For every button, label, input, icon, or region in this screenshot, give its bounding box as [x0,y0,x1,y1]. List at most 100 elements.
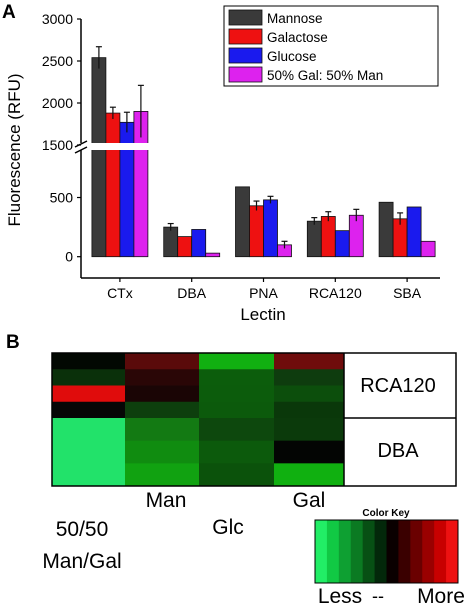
axis-break-band [73,143,442,150]
legend-swatch-2 [228,47,263,64]
heat-cell-rca120-3-0 [274,353,344,370]
bar-rca120-glucose [334,230,350,258]
color-key-swatch-2 [338,520,352,583]
bar-ctx-galactose [105,112,121,258]
color-key-swatch-4 [362,520,376,583]
heat-cell-dba-3-1 [274,440,344,464]
color-key-swatch-8 [410,520,423,583]
error-bar-ctx-2 [123,111,130,133]
color-key-label-more: More [417,585,465,605]
heat-cell-rca120-1-2 [125,385,199,403]
heat-cell-dba-0-0 [52,418,125,487]
error-bar-pna-2 [267,195,274,204]
x-tick-label-pna: PNA [249,285,278,301]
error-bar-rca120-1 [325,211,332,222]
heat-cell-rca120-2-2 [199,385,274,403]
x-tick-label-rca120: RCA120 [309,285,362,301]
bar-rca120-50-gal-50-man [348,214,364,258]
color-key-swatch-3 [350,520,364,583]
legend-label-2: Glucose [267,49,317,64]
legend-swatch-1 [228,28,263,45]
heat-cell-rca120-3-1 [274,369,344,386]
color-key-swatch-10 [434,520,447,583]
row-label-rca120: RCA120 [360,375,436,397]
y-tick-label: 500 [50,190,74,206]
bar-pna-mannose [235,186,250,258]
color-key-label-less: Less [318,585,362,605]
bar-sba-mannose [378,201,394,258]
heat-cell-rca120-3-2 [274,385,344,403]
x-tick-label-dba: DBA [177,285,206,301]
heat-cell-rca120-0-2 [52,385,125,403]
heat-cell-rca120-1-1 [125,369,199,386]
heat-cell-dba-1-1 [125,440,199,464]
panel-a-label: A [2,2,16,23]
bar-sba-glucose [406,206,422,258]
col-label-glc: Glc [212,516,244,539]
x-tick-label-sba: SBA [393,285,422,301]
heat-cell-rca120-0-1 [52,369,125,386]
error-bar-rca120-3 [353,208,360,222]
x-tick-label-ctx: CTx [107,285,133,301]
legend: Mannose Galactose Glucose 50% Gal: 50% Man [223,5,439,87]
error-bar-dba-0 [167,222,174,231]
bar-ctx-glucose [119,121,135,258]
legend-label-1: Galactose [267,30,328,45]
axis-break-mark [74,146,88,154]
bar-dba-mannose [163,226,179,258]
color-key-swatch-7 [398,520,411,583]
color-key: Color Key Less -- More [314,508,465,605]
heat-cell-rca120-0-0 [52,353,125,370]
legend-label-3: 50% Gal: 50% Man [267,68,383,83]
heatmap-frame [51,352,457,487]
color-key-title: Color Key [362,508,410,519]
error-bar-ctx-0 [95,46,102,69]
heat-cell-rca120-1-0 [125,353,199,370]
bar-sba-50-gal-50-man [420,240,436,258]
heat-cell-rca120-3-3 [274,401,344,419]
error-bar-ctx-3 [137,84,144,138]
color-key-swatch-5 [374,520,387,583]
heatmap: RCA120 DBA 50/50 Man/Gal Man Glc Gal Col… [42,352,465,605]
color-key-frame [314,519,459,584]
color-key-swatch-1 [326,520,340,583]
bar-rca120-galactose [320,216,336,258]
y-tick-label: 0 [65,249,73,265]
bar-pna-galactose [249,205,264,258]
y-tick-label: 2000 [42,95,73,111]
heat-cell-dba-2-1 [199,440,274,464]
error-bar-pna-1 [253,200,260,211]
heat-cell-dba-2-0 [199,418,274,442]
heat-cell-dba-2-2 [199,463,274,487]
error-bar-rca120-0 [311,217,318,225]
x-axis-label: Lectin [240,305,285,324]
y-tick-label: 1500 [42,137,73,153]
bar-pna-glucose [263,199,278,258]
x-ticks: CTx DBA PNA RCA120 SBA [107,278,422,301]
heat-cell-rca120-0-3 [52,401,125,419]
heat-cell-dba-1-0 [125,418,199,442]
error-bar-sba-1 [397,212,404,225]
color-key-label-mid: -- [372,586,384,605]
col-label-mangal-line2: Man/Gal [42,550,121,573]
color-key-gradient [315,520,459,583]
color-key-swatch-6 [386,520,399,583]
legend-label-0: Mannose [267,11,323,26]
heatmap-cells [52,353,344,487]
y-tick-label: 2500 [42,53,73,69]
error-bar-pna-3 [281,240,288,249]
color-key-swatch-11 [446,520,459,583]
legend-swatch-3 [228,66,263,83]
row-label-dba: DBA [377,440,419,462]
axis-break-mark [74,140,88,148]
col-label-man: Man [146,489,187,512]
panel-b-label: B [6,332,20,353]
bar-dba-galactose [177,236,193,258]
y-axis-label: Fluorescence (RFU) [5,73,24,226]
col-label-gal: Gal [293,489,326,512]
heat-cell-dba-3-0 [274,418,344,442]
y-ticks: 0 500 1500 2000 2500 3000 [42,11,81,265]
error-bar-ctx-1 [109,106,116,119]
